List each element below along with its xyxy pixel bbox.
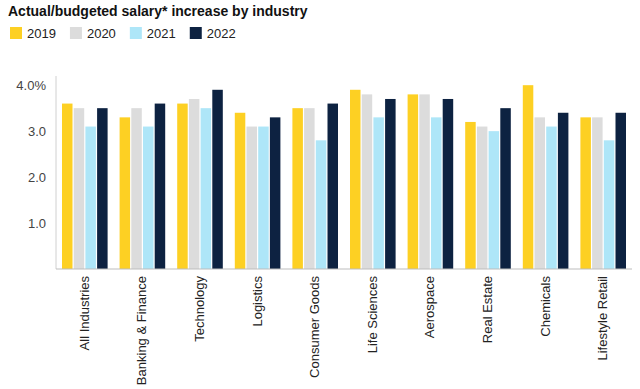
bar bbox=[604, 140, 615, 269]
x-tick-label: Chemicals bbox=[538, 276, 553, 337]
bar bbox=[62, 104, 73, 269]
x-tick-label: Technology bbox=[192, 276, 207, 342]
bar bbox=[592, 117, 603, 269]
bar bbox=[350, 90, 361, 269]
bar bbox=[304, 108, 315, 269]
chart-title: Actual/budgeted salary* increase by indu… bbox=[8, 3, 308, 19]
legend-swatch bbox=[190, 27, 202, 39]
bars bbox=[62, 85, 626, 269]
bar bbox=[500, 108, 511, 269]
bar bbox=[189, 99, 200, 269]
chart-container: Actual/budgeted salary* increase by indu… bbox=[0, 0, 640, 389]
x-tick-label: Life Sciences bbox=[365, 276, 380, 354]
bar bbox=[270, 117, 281, 269]
bar bbox=[292, 108, 303, 269]
legend-label: 2019 bbox=[27, 26, 56, 41]
bar bbox=[235, 113, 246, 269]
bar bbox=[385, 99, 396, 269]
bar bbox=[408, 94, 419, 269]
bar bbox=[85, 127, 96, 269]
legend-swatch bbox=[130, 27, 142, 39]
x-tick-label: Lifestyle Retail bbox=[595, 276, 610, 361]
bar bbox=[143, 127, 154, 269]
bar bbox=[74, 108, 85, 269]
bar bbox=[155, 104, 166, 269]
x-tick-label: Aerospace bbox=[422, 276, 437, 338]
bar bbox=[535, 117, 546, 269]
bar bbox=[546, 127, 557, 269]
y-axis-line bbox=[56, 76, 57, 269]
bar bbox=[328, 104, 339, 269]
legend-label: 2022 bbox=[207, 26, 236, 41]
legend-label: 2020 bbox=[87, 26, 116, 41]
x-tick-label: Banking & Finance bbox=[134, 276, 149, 385]
legend-swatch bbox=[10, 27, 22, 39]
y-tick-label: 3.0 bbox=[28, 124, 46, 139]
bar bbox=[120, 117, 131, 269]
bar bbox=[489, 131, 500, 269]
chart-svg: Actual/budgeted salary* increase by indu… bbox=[0, 0, 640, 389]
legend-label: 2021 bbox=[147, 26, 176, 41]
bar bbox=[177, 104, 188, 269]
x-tick-label: Consumer Goods bbox=[307, 276, 322, 378]
bar bbox=[443, 99, 454, 269]
bar bbox=[97, 108, 108, 269]
bar bbox=[316, 140, 327, 269]
bar bbox=[523, 85, 534, 269]
x-axis-line bbox=[56, 269, 632, 270]
bar bbox=[580, 117, 591, 269]
bar bbox=[201, 108, 212, 269]
x-tick-label: All Industries bbox=[77, 276, 92, 351]
bar bbox=[362, 94, 373, 269]
bar bbox=[212, 90, 223, 269]
bar bbox=[616, 113, 627, 269]
bar bbox=[431, 117, 442, 269]
legend-item: 2019 bbox=[10, 26, 56, 41]
bar bbox=[477, 127, 488, 269]
y-tick-label: 4.0% bbox=[16, 78, 46, 93]
y-tick-label: 1.0 bbox=[28, 216, 46, 231]
x-tick-label: Logistics bbox=[250, 276, 265, 327]
legend-item: 2020 bbox=[70, 26, 116, 41]
bar bbox=[465, 122, 476, 269]
y-tick-label: 2.0 bbox=[28, 170, 46, 185]
legend-swatch bbox=[70, 27, 82, 39]
bar bbox=[131, 108, 142, 269]
x-tick-label: Real Estate bbox=[480, 276, 495, 343]
bar bbox=[419, 94, 430, 269]
legend-item: 2021 bbox=[130, 26, 176, 41]
bar bbox=[373, 117, 384, 269]
bar bbox=[247, 127, 258, 269]
bar bbox=[258, 127, 269, 269]
legend-item: 2022 bbox=[190, 26, 236, 41]
bar bbox=[558, 113, 569, 269]
